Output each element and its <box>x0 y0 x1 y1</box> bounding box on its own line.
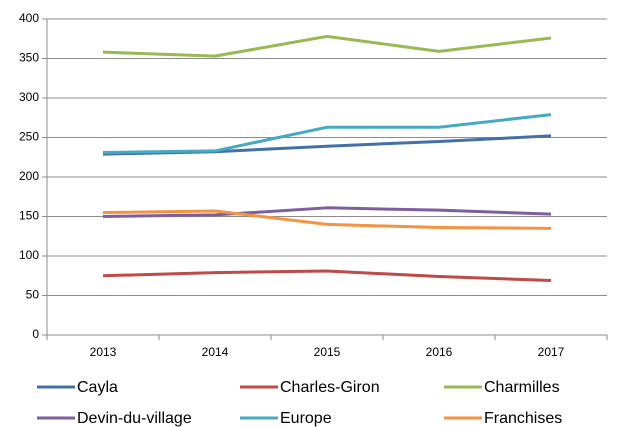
y-tick-label: 50 <box>26 288 40 302</box>
x-tick-label: 2017 <box>538 345 565 359</box>
series-line <box>102 206 552 218</box>
series-line <box>102 34 552 58</box>
x-tick-label: 2015 <box>314 345 341 359</box>
y-tick-label: 400 <box>19 11 39 25</box>
y-tick-label: 100 <box>19 248 39 262</box>
series-line <box>102 209 552 230</box>
legend-label: Devin-du-village <box>77 410 192 427</box>
y-tick-label: 200 <box>19 169 39 183</box>
y-tick-label: 150 <box>19 209 39 223</box>
series-line <box>102 269 552 282</box>
y-tick-label: 0 <box>32 327 39 341</box>
x-tick-label: 2016 <box>426 345 453 359</box>
legend-label: Europe <box>280 410 332 427</box>
legend: Cayla Charles-Giron Charmilles Devin-du-vil… <box>37 379 562 427</box>
x-tick-label: 2013 <box>90 345 117 359</box>
y-tick-label: 350 <box>19 51 39 65</box>
series-line <box>102 113 552 155</box>
legend-label: Charmilles <box>484 379 560 396</box>
legend-label: Franchises <box>484 410 562 427</box>
x-tick-label: 2014 <box>202 345 229 359</box>
legend-label: Cayla <box>77 379 118 396</box>
y-tick-label: 250 <box>19 130 39 144</box>
y-tick-label: 300 <box>19 90 39 104</box>
legend-label: Charles-Giron <box>280 379 380 396</box>
